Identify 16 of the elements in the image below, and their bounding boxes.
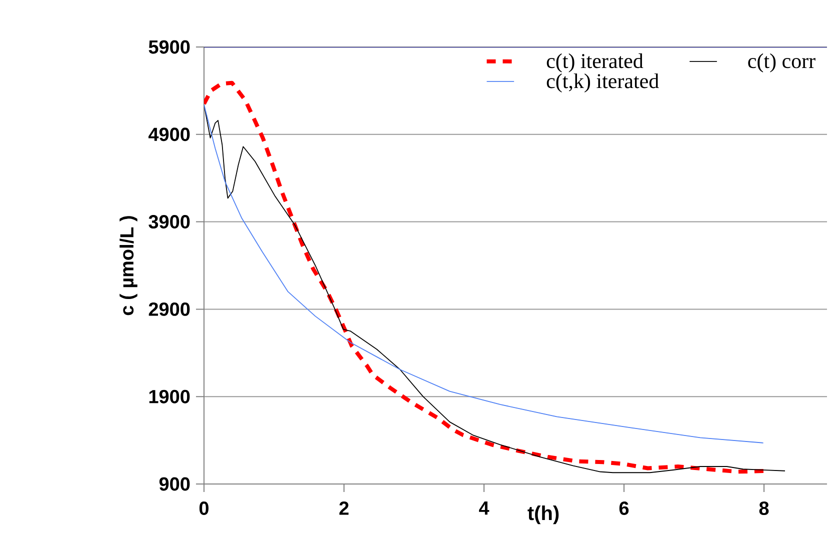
y-tick-label: 4900: [148, 128, 190, 142]
y-tick-label: 5900: [148, 40, 190, 54]
legend-label: c(t) corr: [748, 53, 816, 72]
x-axis-title: t(h): [528, 506, 559, 524]
legend-label: c(t,k) iterated: [546, 73, 659, 92]
x-tick-label: 4: [479, 502, 490, 515]
x-tick-label: 2: [339, 502, 349, 515]
x-tick-label: 8: [759, 502, 769, 515]
y-tick-label: 1900: [149, 390, 190, 404]
x-tick-label: 6: [619, 502, 629, 515]
y-axis-title: c ( µmol/L ): [120, 216, 138, 316]
legend-label: c(t) iterated: [546, 53, 644, 72]
x-tick-label: 0: [199, 502, 209, 515]
y-tick-label: 900: [159, 477, 190, 491]
y-tick-label: 2900: [148, 302, 190, 316]
y-tick-label: 3900: [148, 215, 190, 229]
